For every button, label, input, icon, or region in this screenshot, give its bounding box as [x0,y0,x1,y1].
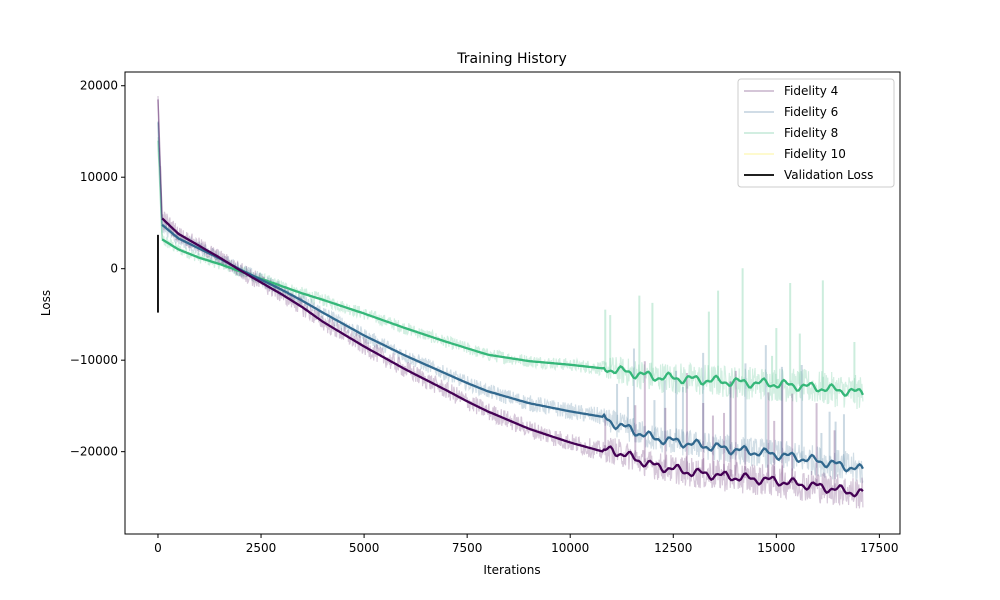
legend-label: Fidelity 6 [784,105,838,119]
initial-spike [157,99,163,219]
initial-spike [157,122,163,225]
raw-spike-layer [604,268,856,490]
x-tick-label: 2500 [246,541,277,555]
legend-label: Fidelity 8 [784,126,838,140]
legend-label: Fidelity 4 [784,84,838,98]
smoothed-series-line [161,238,864,397]
legend-label: Validation Loss [784,168,873,182]
y-tick-label: −20000 [70,445,118,459]
plot-area [157,95,864,509]
raw-series-line [157,137,864,410]
smoothed-series-layer [157,99,864,498]
y-tick-label: 20000 [80,79,118,93]
legend: Fidelity 4 Fidelity 6 Fidelity 8 Fidelity 1… [737,78,895,188]
legend-label: Fidelity 10 [784,147,846,161]
y-axis-label: Loss [39,290,53,316]
x-tick-label: 17500 [860,541,898,555]
x-tick-label: 5000 [349,541,380,555]
chart-title: Training History [456,51,567,67]
x-tick-label: 15000 [757,541,795,555]
smoothed-series-line [161,217,864,498]
initial-spike [157,140,163,240]
plot-frame [124,71,901,535]
y-axis: 20000 10000 0 −10000 −20000 [70,79,125,459]
x-axis: 0 2500 5000 7500 10000 12500 15000 17500 [154,534,898,555]
legend-frame [737,78,895,188]
y-tick-label: −10000 [70,353,118,367]
x-tick-label: 10000 [551,541,589,555]
x-tick-label: 7500 [452,541,483,555]
smoothed-series-line [161,223,864,473]
y-tick-label: 10000 [80,170,118,184]
x-tick-label: 12500 [654,541,692,555]
x-axis-label: Iterations [483,563,540,577]
x-tick-label: 0 [154,541,162,555]
y-tick-label: 0 [110,262,118,276]
